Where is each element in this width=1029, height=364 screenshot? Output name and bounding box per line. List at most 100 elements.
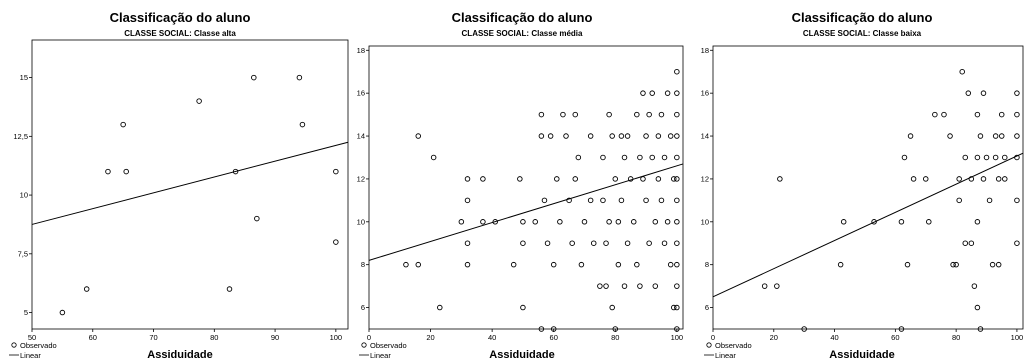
x-tick-label: 40 xyxy=(488,333,496,342)
y-tick-label: 15 xyxy=(20,73,28,82)
data-point xyxy=(968,240,975,246)
y-tick-label: 6 xyxy=(361,303,365,312)
data-point xyxy=(587,197,594,204)
data-point xyxy=(538,133,545,139)
data-point xyxy=(674,304,680,311)
x-tick-label: 80 xyxy=(210,333,218,342)
data-point xyxy=(464,176,471,182)
data-point xyxy=(560,111,566,118)
data-point xyxy=(941,111,947,118)
y-tick-label: 12,5 xyxy=(13,132,28,141)
x-tick-label: 20 xyxy=(426,333,434,342)
data-point xyxy=(953,261,959,268)
data-point xyxy=(671,176,677,182)
data-point xyxy=(674,219,680,225)
data-point xyxy=(674,154,680,161)
data-point xyxy=(761,283,768,289)
legend-label-observado: Observado xyxy=(370,341,407,350)
data-point xyxy=(572,111,579,118)
data-point xyxy=(634,111,640,118)
data-point xyxy=(590,240,597,246)
data-point xyxy=(643,133,649,139)
data-point xyxy=(926,219,932,225)
data-point xyxy=(1002,176,1008,182)
data-point xyxy=(643,197,649,204)
x-tick-label: 40 xyxy=(830,333,838,342)
data-point xyxy=(600,154,606,161)
x-tick-label: 100 xyxy=(1011,333,1024,342)
data-point xyxy=(674,133,680,139)
data-point xyxy=(971,283,978,289)
data-point xyxy=(998,111,1005,118)
data-point xyxy=(655,133,662,139)
data-point xyxy=(578,261,585,268)
data-point xyxy=(226,286,233,292)
data-point xyxy=(597,283,603,289)
data-point xyxy=(974,111,981,118)
data-point xyxy=(980,176,987,182)
data-point xyxy=(649,154,655,161)
data-point xyxy=(674,68,680,75)
data-point xyxy=(618,133,625,139)
data-point xyxy=(655,176,662,182)
data-point xyxy=(983,154,990,161)
x-tick-label: 0 xyxy=(367,333,371,342)
chart-panel-classe-media: Classificação do aluno CLASSE SOCIAL: Cla… xyxy=(350,0,695,364)
data-point xyxy=(254,215,260,222)
data-point xyxy=(649,90,655,96)
data-point xyxy=(120,121,126,128)
data-point xyxy=(458,219,465,225)
data-point xyxy=(520,304,526,311)
data-point xyxy=(520,240,526,246)
chart-subtitle: CLASSE SOCIAL: Classe alta xyxy=(124,29,236,38)
x-tick-label: 60 xyxy=(891,333,899,342)
data-point xyxy=(1014,240,1020,246)
data-point xyxy=(464,240,471,246)
data-point xyxy=(480,176,486,182)
x-tick-label: 100 xyxy=(330,333,343,342)
y-tick-label: 10 xyxy=(357,217,365,226)
data-point xyxy=(667,133,674,139)
data-point xyxy=(962,154,969,161)
data-point xyxy=(974,154,981,161)
data-point xyxy=(634,261,640,268)
data-point xyxy=(430,154,437,161)
data-point xyxy=(575,154,582,161)
data-point xyxy=(965,90,972,96)
data-point xyxy=(977,326,984,332)
x-tick-label: 80 xyxy=(952,333,960,342)
data-point xyxy=(661,240,668,246)
legend-label-linear: Linear xyxy=(370,351,391,360)
x-tick-label: 100 xyxy=(671,333,684,342)
data-point xyxy=(566,197,572,204)
chart-title: Classificação do aluno xyxy=(452,10,593,25)
legend-marker-observado xyxy=(361,342,367,348)
y-tick-label: 8 xyxy=(361,260,365,269)
chart-title: Classificação do aluno xyxy=(110,10,251,25)
data-point xyxy=(415,133,422,139)
data-point xyxy=(959,68,965,75)
x-tick-label: 90 xyxy=(271,333,279,342)
y-tick-label: 6 xyxy=(705,303,709,312)
x-axis-label: Assiduidade xyxy=(489,349,554,361)
data-point xyxy=(1014,197,1020,204)
x-axis-label: Assiduidade xyxy=(147,349,212,361)
data-point xyxy=(296,74,303,81)
data-point xyxy=(986,197,993,204)
data-point xyxy=(671,304,677,311)
y-tick-label: 12 xyxy=(357,174,365,183)
data-point xyxy=(621,283,628,289)
data-point xyxy=(992,133,999,139)
x-tick-label: 60 xyxy=(550,333,558,342)
data-point xyxy=(652,219,659,225)
x-axis-label: Assiduidade xyxy=(829,349,894,361)
data-point xyxy=(299,121,306,128)
data-point xyxy=(801,326,807,332)
data-point xyxy=(837,261,844,268)
plot-frame xyxy=(368,45,684,330)
data-point xyxy=(557,219,563,225)
y-tick-label: 7,5 xyxy=(18,249,28,258)
data-point xyxy=(956,176,962,182)
y-tick-label: 16 xyxy=(701,89,709,98)
data-point xyxy=(547,133,554,139)
